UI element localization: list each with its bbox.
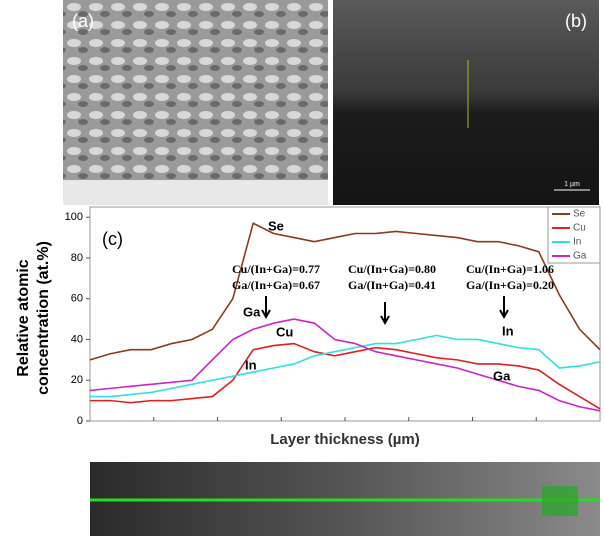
ratio-annotation: Ga/(In+Ga)=0.41 (348, 278, 436, 292)
series-annotation: In (502, 323, 514, 338)
y-tick-label: 20 (71, 374, 83, 386)
figure: 1 µm (a) (b) (c) Layer thickness (µm) Re… (0, 0, 605, 536)
panel-label: (a) (72, 11, 94, 31)
ratio-annotation: Cu/(In+Ga)=1.06 (466, 262, 554, 276)
panel-label: (b) (565, 11, 587, 31)
sem-info-bar (63, 180, 328, 205)
legend-label: In (573, 237, 581, 248)
y-tick-label: 60 (71, 293, 83, 305)
y-axis-label: Relative atomic (15, 259, 32, 376)
ratio-annotation: Ga/(In+Ga)=0.67 (232, 278, 320, 292)
series-annotation: Cu (276, 324, 293, 339)
scale-label: 1 µm (564, 181, 580, 188)
series-annotation: Ga (243, 304, 261, 319)
y-tick-label: 100 (65, 211, 83, 223)
y-axis-label: concentration (at.%) (35, 241, 52, 395)
legend-label: Cu (573, 223, 586, 234)
sem-image-b (333, 0, 599, 205)
series-annotation: In (245, 357, 257, 372)
ratio-annotation: Cu/(In+Ga)=0.77 (232, 262, 320, 276)
sem-image-a (63, 0, 328, 205)
ratio-annotation: Cu/(In+Ga)=0.80 (348, 262, 436, 276)
y-tick-label: 0 (77, 415, 83, 427)
legend-label: Ga (573, 251, 587, 262)
x-axis-label: Layer thickness (µm) (270, 431, 420, 448)
y-tick-label: 40 (71, 333, 83, 345)
panel-label: (c) (102, 229, 123, 249)
series-annotation: Ga (493, 368, 511, 383)
y-tick-label: 80 (71, 252, 83, 264)
legend-label: Se (573, 209, 586, 220)
ratio-annotation: Ga/(In+Ga)=0.20 (466, 278, 554, 292)
series-annotation: Se (268, 218, 284, 233)
scan-signal (542, 486, 578, 516)
